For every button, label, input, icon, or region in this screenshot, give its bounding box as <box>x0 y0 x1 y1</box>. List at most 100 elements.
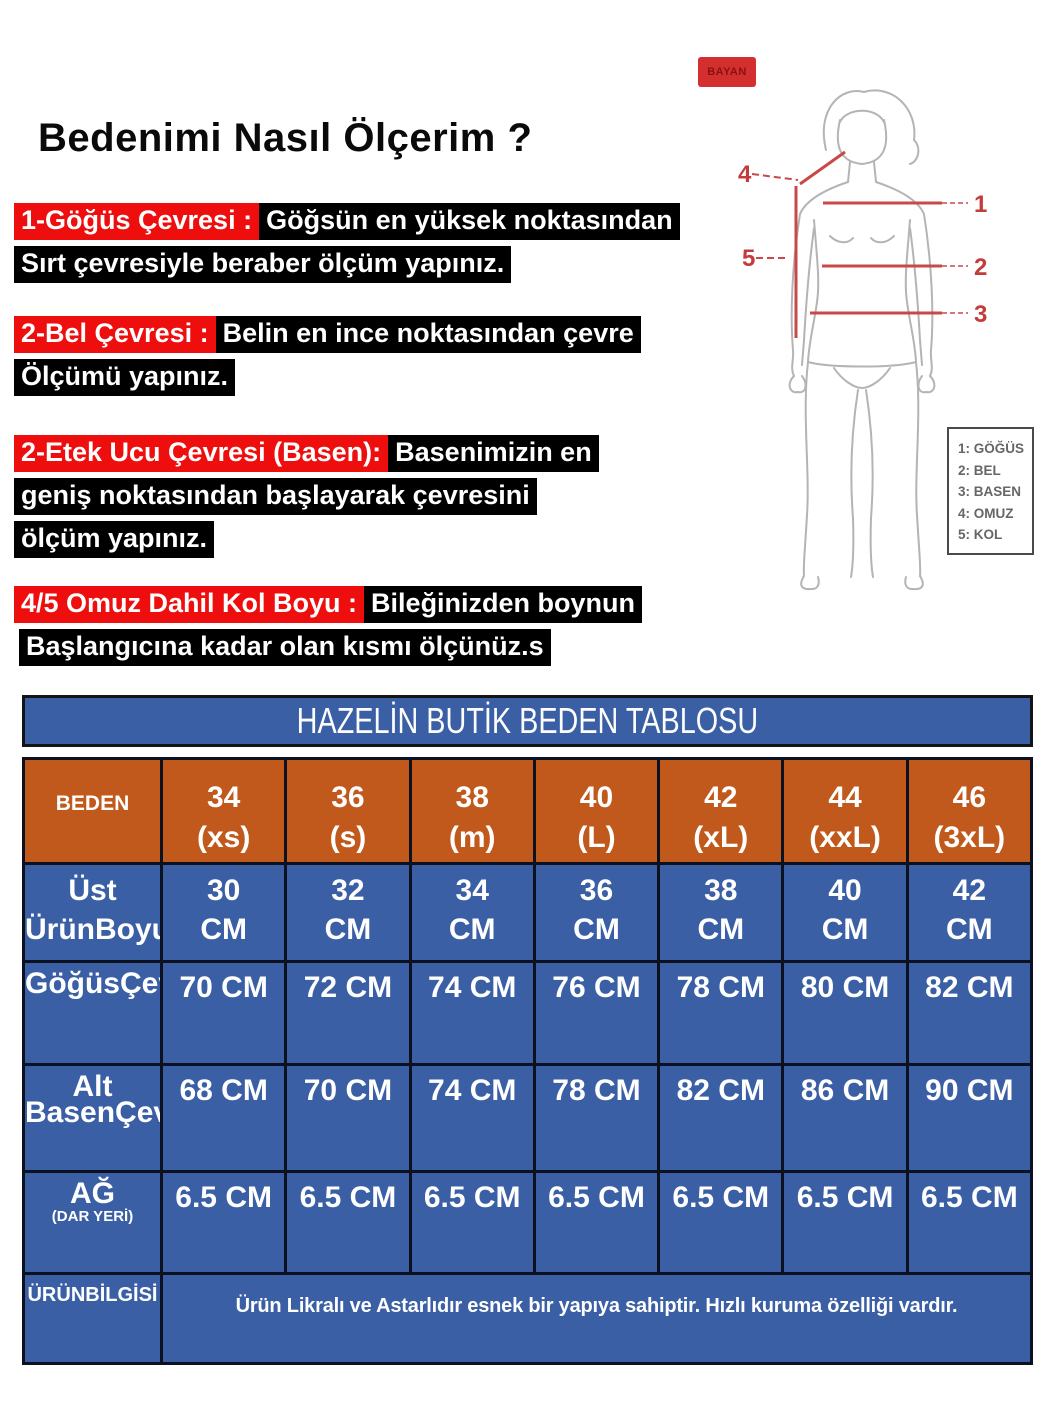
row-hip: Alt BasenÇevresi 68 CM 70 CM 74 CM 78 CM… <box>22 1063 1034 1173</box>
marker-hip: 3 <box>974 301 987 328</box>
value-number: 42 <box>952 874 987 907</box>
value-cell: 68 CM <box>159 1063 288 1173</box>
instruction-hip-text-3: ölçüm yapınız. <box>14 521 215 558</box>
size-column-36: 36 (s) <box>284 757 412 865</box>
marker-shoulder: 4 <box>738 161 752 188</box>
instruction-line: 4/5 Omuz Dahil Kol Boyu : Bileğinizden bo… <box>14 586 643 623</box>
value-unit: CM <box>573 913 620 946</box>
size-number: 46 <box>952 781 987 814</box>
value-number: 36 <box>579 874 614 907</box>
size-abbr: (xL) <box>693 821 749 854</box>
value-cell: 82 CM <box>905 960 1034 1066</box>
legend-item: 1: GÖĞÜS <box>958 441 1025 456</box>
size-column-42: 42 (xL) <box>657 757 785 865</box>
row-label-line: Çevresi <box>120 967 159 1000</box>
size-abbr: (xxL) <box>809 821 881 854</box>
value-cell: 78 CM <box>532 1063 661 1173</box>
row-label-line: Alt Basen <box>25 1070 116 1129</box>
size-column-38: 38 (m) <box>408 757 536 865</box>
row-label-gusset: AĞ (DAR YERİ) <box>22 1170 163 1275</box>
instruction-hip-label: 2-Etek Ucu Çevresi (Basen): <box>14 435 389 472</box>
instruction-waist-text-2: Ölçümü yapınız. <box>14 359 236 396</box>
row-label-line: BİLGİSİ <box>85 1284 158 1306</box>
row-label-line: Boyu <box>95 913 159 946</box>
instruction-arm-label: 4/5 Omuz Dahil Kol Boyu : <box>14 586 365 623</box>
size-column-44: 44 (xxL) <box>781 757 909 865</box>
instruction-chest: 1-Göğüs Çevresi : Göğsün en yüksek noktas… <box>14 203 680 289</box>
row-label-line: AĞ <box>70 1177 115 1210</box>
value-cell: 80 CM <box>781 960 909 1066</box>
value-unit: CM <box>821 913 869 946</box>
instruction-chest-text-2: Sırt çevresiyle beraber ölçüm yapınız. <box>14 246 512 283</box>
value-number: 30 <box>206 874 241 907</box>
value-cell: 6.5 CM <box>532 1170 661 1275</box>
legend-item: 3: BASEN <box>958 484 1022 499</box>
table-header-row: BEDEN 34 (xs) 36 (s) 38 (m) 40 (L) 42 (xL) 44… <box>22 757 1034 865</box>
value-cell: 30 CM <box>159 862 288 963</box>
value-cell: 6.5 CM <box>159 1170 288 1275</box>
product-info-text: Ürün Likralı ve Astarlıdır esnek bir yap… <box>160 1272 1033 1365</box>
value-cell: 6.5 CM <box>408 1170 536 1275</box>
instruction-line: 2-Etek Ucu Çevresi (Basen): Basenimizin e… <box>14 435 599 472</box>
value-cell: 6.5 CM <box>781 1170 909 1275</box>
instruction-chest-label: 1-Göğüs Çevresi : <box>14 203 260 240</box>
row-label-product-info: ÜRÜNBİLGİSİ <box>22 1272 163 1365</box>
instruction-arm: 4/5 Omuz Dahil Kol Boyu : Bileğinizden bo… <box>14 586 643 672</box>
size-number: 42 <box>704 781 738 814</box>
value-cell: 42 CM <box>905 862 1034 963</box>
measurement-legend: 1: GÖĞÜS 2: BEL 3: BASEN 4: OMUZ 5: KOL <box>947 427 1034 555</box>
value-unit: CM <box>200 913 247 946</box>
size-number: 36 <box>331 781 365 814</box>
row-label-line: Çevresi <box>115 1096 158 1129</box>
size-table: BEDEN 34 (xs) 36 (s) 38 (m) 40 (L) 42 (xL) 44… <box>22 757 1034 1365</box>
value-cell: 38 CM <box>657 862 785 963</box>
instruction-line: geniş noktasından başlayarak çevresini <box>14 478 599 515</box>
size-number: 40 <box>579 781 614 814</box>
instruction-chest-text: Göğsün en yüksek noktasından <box>259 203 680 240</box>
legend-item: 5: KOL <box>958 527 1003 542</box>
instruction-waist-text: Belin en ince noktasından çevre <box>215 316 641 353</box>
size-column-46: 46 (3xL) <box>905 757 1034 865</box>
instruction-line: Sırt çevresiyle beraber ölçüm yapınız. <box>14 246 680 283</box>
shoulder-measure-line <box>799 150 846 186</box>
legend-item: 4: OMUZ <box>958 505 1014 521</box>
value-number: 32 <box>331 874 365 907</box>
instruction-hip-text-2: geniş noktasından başlayarak çevresini <box>14 478 537 515</box>
gender-badge: BAYAN <box>698 57 756 87</box>
body-measurement-diagram: 4 1 5 2 3 <box>738 89 987 591</box>
instruction-arm-text-2: Başlangıcına kadar olan kısmı ölçünüz.s <box>19 629 551 666</box>
value-cell: 34 CM <box>408 862 536 963</box>
value-number: 40 <box>828 874 862 907</box>
value-cell: 40 CM <box>781 862 909 963</box>
legend-item: 2: BEL <box>958 462 1001 478</box>
row-label-line: (DAR YERİ) <box>51 1208 134 1225</box>
size-abbr: (L) <box>577 821 616 854</box>
value-cell: 70 CM <box>159 960 288 1066</box>
value-cell: 74 CM <box>408 1063 536 1173</box>
size-abbr: (3xL) <box>933 821 1006 854</box>
instruction-line: ölçüm yapınız. <box>14 521 599 558</box>
size-number: 38 <box>455 781 489 814</box>
value-unit: CM <box>946 913 993 946</box>
instruction-hip: 2-Etek Ucu Çevresi (Basen): Basenimizin e… <box>14 435 599 564</box>
instruction-line: 1-Göğüs Çevresi : Göğsün en yüksek noktas… <box>14 203 680 240</box>
page-title: Bedenimi Nasıl Ölçerim ? <box>38 116 533 160</box>
row-product-info: ÜRÜNBİLGİSİ Ürün Likralı ve Astarlıdır e… <box>22 1272 1033 1365</box>
row-top-length: Üst ÜrünBoyu 30 CM 32 CM 34 CM 36 CM 38 CM 40… <box>22 862 1034 963</box>
value-cell: 70 CM <box>284 1063 412 1173</box>
size-table-banner: HAZELİN BUTİK BEDEN TABLOSU <box>22 695 1033 747</box>
row-label-line: ÜRÜN <box>27 1284 86 1306</box>
size-abbr: (m) <box>448 821 496 854</box>
value-cell: 76 CM <box>532 960 661 1066</box>
header-beden: BEDEN <box>22 757 163 865</box>
row-label-hip: Alt BasenÇevresi <box>22 1063 163 1173</box>
value-number: 34 <box>455 874 489 907</box>
row-label-line: Üst Ürün <box>25 874 117 946</box>
value-cell: 6.5 CM <box>284 1170 412 1275</box>
row-label-top-length: Üst ÜrünBoyu <box>22 862 163 963</box>
value-cell: 86 CM <box>781 1063 909 1173</box>
value-cell: 36 CM <box>532 862 661 963</box>
